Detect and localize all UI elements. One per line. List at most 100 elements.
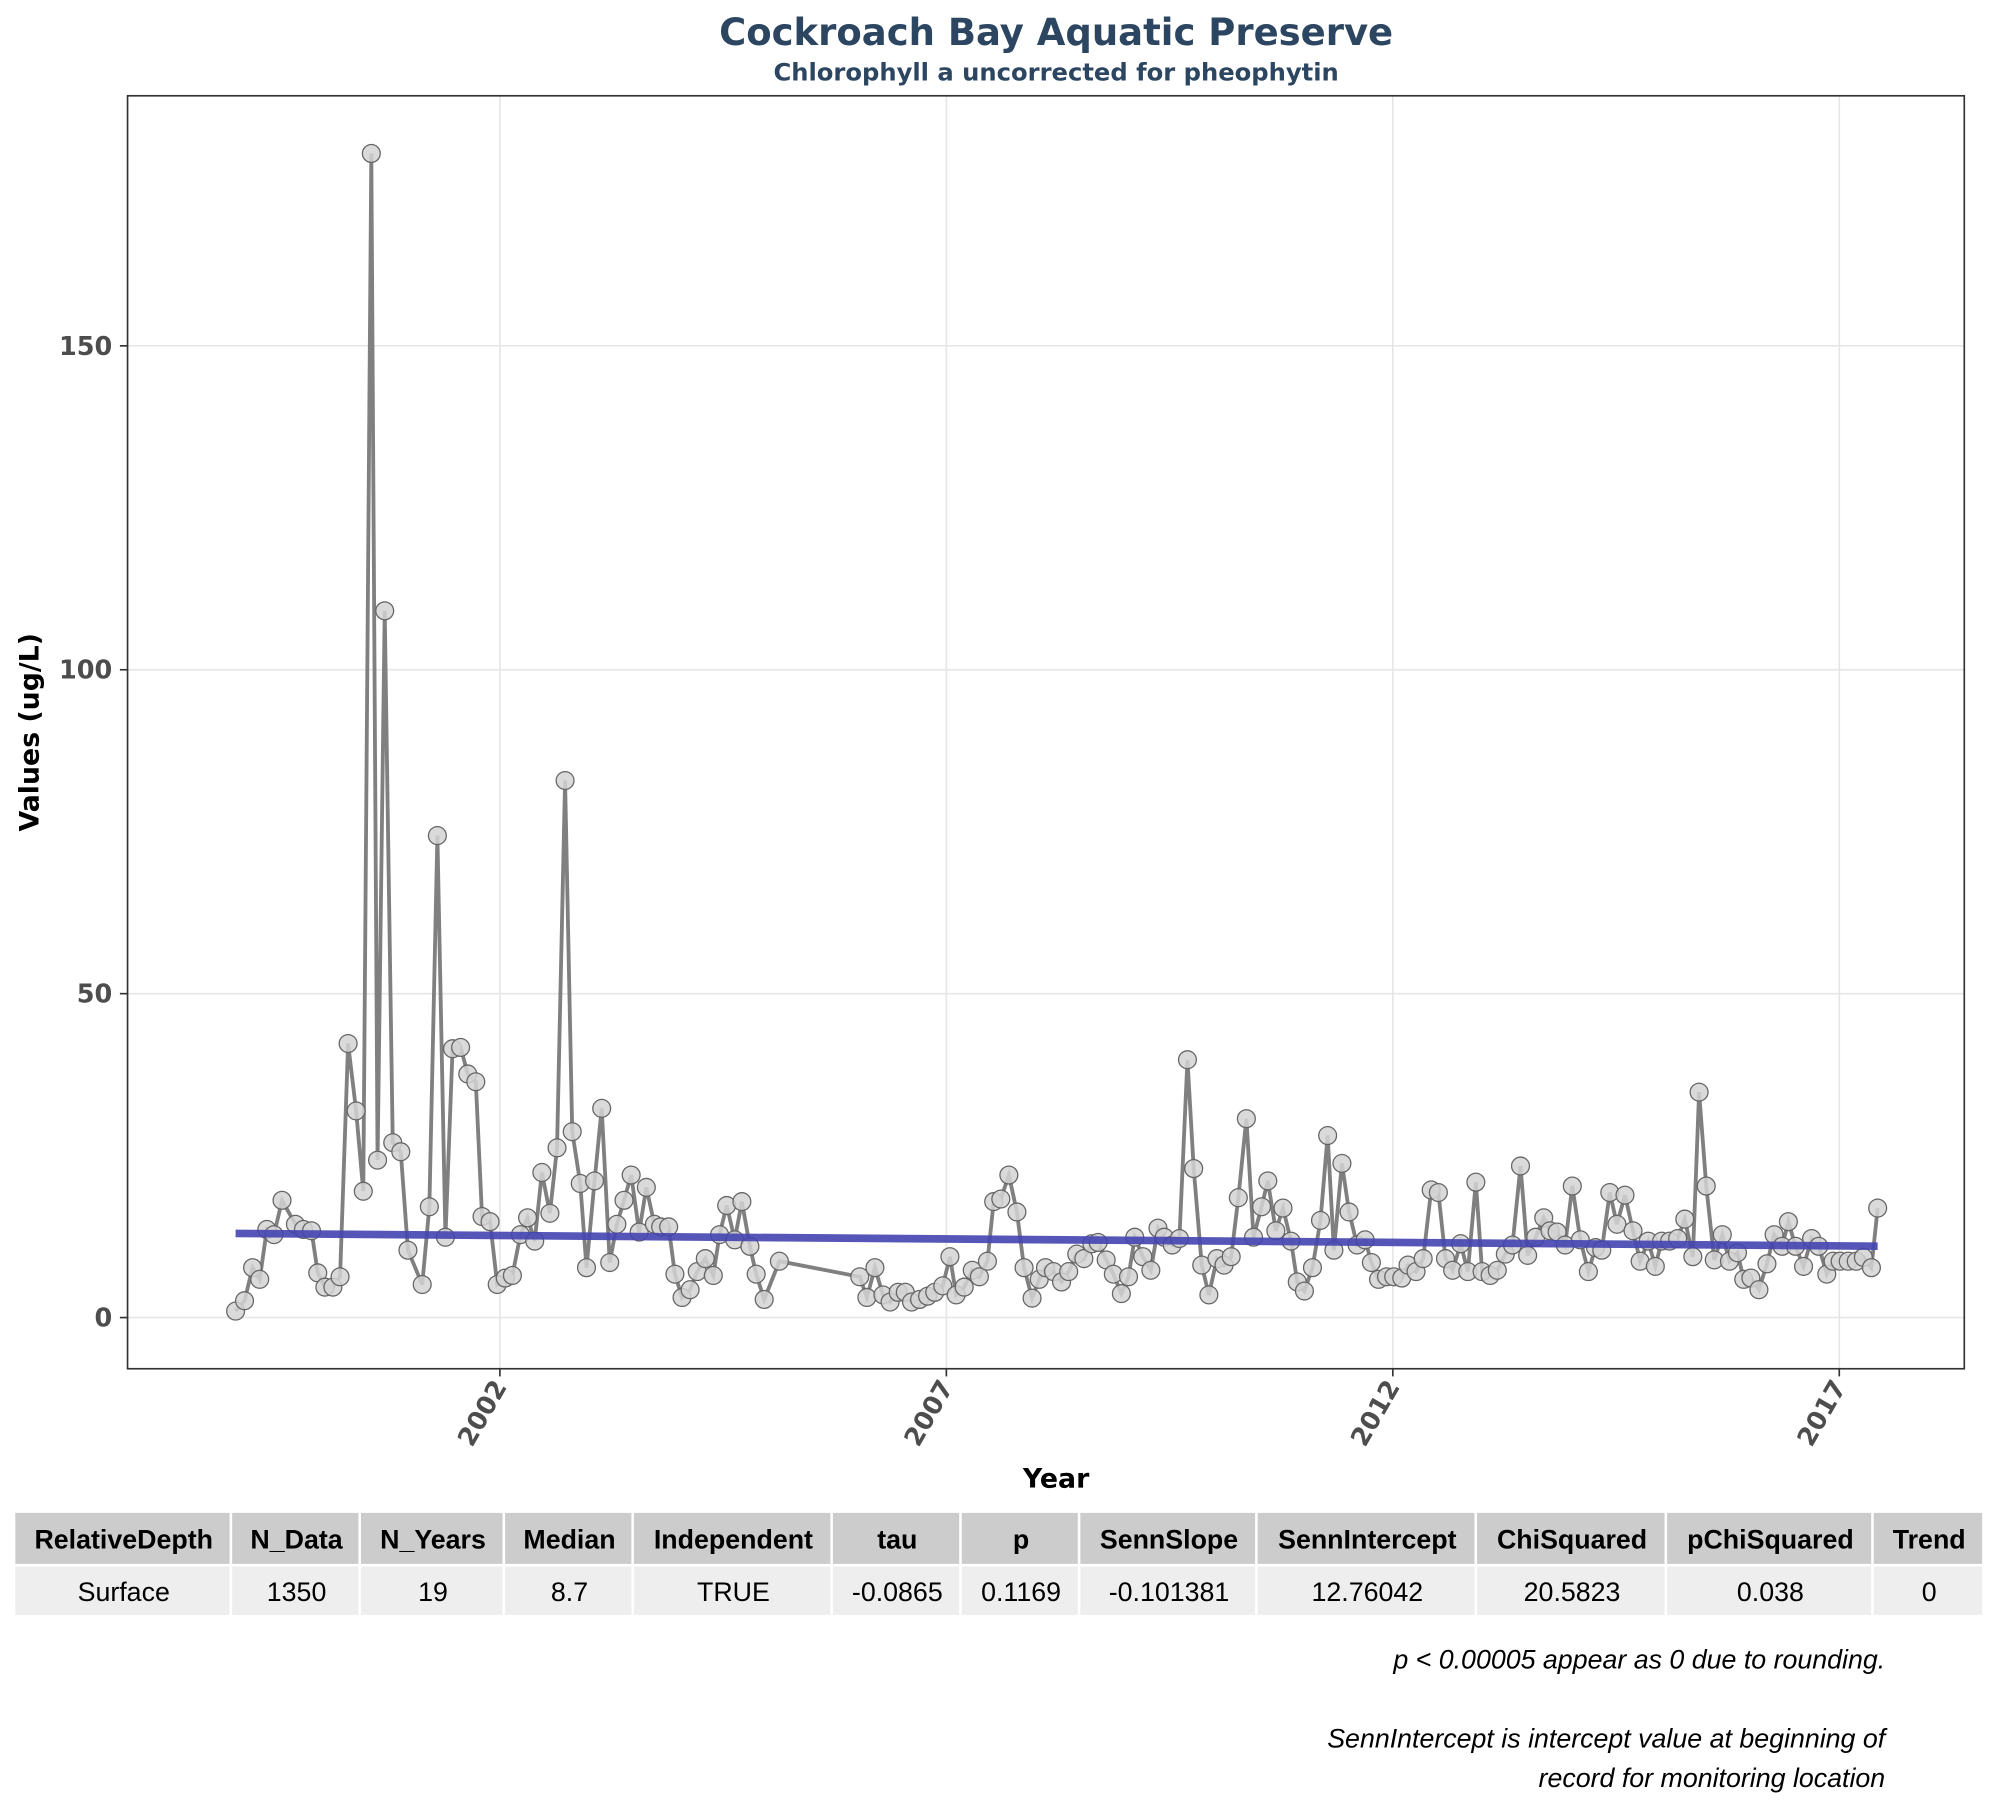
data-point (703, 1265, 723, 1286)
data-point (1332, 1153, 1352, 1173)
header-cell (1080, 1512, 1256, 1564)
table-cell (1080, 1566, 1256, 1615)
data-point (1689, 1082, 1709, 1102)
note: p < 0.00005 appear as 0 due to rounding. (1392, 1644, 1885, 1674)
data-point (1310, 1210, 1331, 1230)
chart-title: Cockroach Bay Aquatic Preserve (719, 11, 1393, 54)
data-point (532, 1162, 552, 1183)
chart-subtitle: Chlorophyll a uncorrected for pheophytin (773, 58, 1338, 86)
data-point (480, 1212, 500, 1232)
data-point (1221, 1247, 1241, 1267)
plot-frame (126, 94, 1966, 1370)
cell-text: 12.76042 (1312, 1577, 1424, 1607)
data-point (1466, 1172, 1486, 1192)
data-point (1236, 1109, 1256, 1129)
data-point (555, 770, 575, 791)
y-axis-label: Values (ug/L) (14, 633, 45, 831)
data-point (330, 1267, 350, 1287)
data-point (562, 1122, 582, 1142)
table-cell (1873, 1566, 1983, 1615)
data-point (1607, 1214, 1627, 1234)
data-point (1177, 1050, 1198, 1070)
plot (226, 143, 1888, 1321)
data-point (969, 1267, 989, 1287)
table-cell (1257, 1566, 1475, 1615)
data-point (361, 143, 381, 164)
data-point (375, 601, 395, 621)
data-point (695, 1249, 715, 1269)
header-text: ChiSquared (1497, 1525, 1647, 1555)
cell-text: 1350 (267, 1577, 327, 1607)
data-point (991, 1189, 1011, 1209)
data-point (540, 1203, 560, 1223)
cell-text: 8.7 (551, 1577, 588, 1607)
cell-text: TRUE (697, 1577, 770, 1607)
data-point (607, 1214, 627, 1234)
cell-text: 0.038 (1737, 1577, 1804, 1607)
data-point (576, 1258, 597, 1278)
data-point (547, 1138, 567, 1158)
data-point (1111, 1284, 1131, 1304)
data-point (977, 1251, 997, 1271)
cell-text: 19 (418, 1577, 448, 1607)
data-point (1118, 1267, 1139, 1287)
data-point (250, 1269, 270, 1289)
data-point (746, 1264, 766, 1284)
data-point (234, 1291, 255, 1311)
data-point (1645, 1256, 1665, 1276)
data-point (1623, 1221, 1643, 1241)
cell-text: 0 (1922, 1577, 1937, 1607)
data-point (1778, 1212, 1798, 1232)
data-point (940, 1247, 960, 1267)
table-cell (633, 1566, 831, 1615)
table-cell (1667, 1566, 1872, 1615)
data-point (1361, 1252, 1381, 1273)
data-point (1428, 1182, 1448, 1203)
data-point (1757, 1254, 1777, 1274)
y-tick-label: 0 (94, 1304, 112, 1334)
trend-line (235, 1229, 1878, 1251)
header-text: Median (523, 1525, 615, 1555)
y-tick-label: 150 (59, 332, 112, 362)
header-cell (1873, 1512, 1983, 1564)
header-text: N_Years (380, 1525, 486, 1555)
data-point (346, 1101, 366, 1121)
header-cell (232, 1512, 359, 1564)
header-text: tau (877, 1525, 917, 1555)
data-point (427, 826, 447, 846)
header-text: SennIntercept (1278, 1525, 1457, 1555)
data-point (1868, 1198, 1888, 1218)
note: record for monitoring location (1539, 1763, 1886, 1793)
data-point (466, 1072, 486, 1092)
data-point (1615, 1185, 1635, 1205)
data-point (954, 1277, 974, 1297)
y-tick-label: 50 (77, 980, 113, 1010)
data-point (1022, 1288, 1042, 1308)
header-text: Trend (1893, 1525, 1966, 1555)
data-point (1007, 1202, 1027, 1222)
data-point (769, 1251, 789, 1271)
data-point (600, 1252, 620, 1273)
data-point (1562, 1176, 1582, 1196)
table-cell (1477, 1566, 1665, 1615)
cell-text: Surface (78, 1577, 170, 1607)
data-point (680, 1280, 700, 1300)
data-point (419, 1197, 439, 1217)
header-cell (1477, 1512, 1665, 1564)
data-point (502, 1265, 522, 1286)
data-point (614, 1190, 634, 1210)
cell-text: 20.5823 (1524, 1577, 1621, 1607)
note: SennIntercept is intercept value at begi… (1327, 1724, 1888, 1754)
data-point (636, 1177, 656, 1197)
data-point (1258, 1171, 1278, 1191)
data-point (1578, 1262, 1598, 1282)
header-text: p (1013, 1525, 1029, 1555)
data-point (754, 1289, 774, 1310)
table-cell (832, 1566, 960, 1615)
header-text: pChiSquared (1687, 1525, 1854, 1555)
data-point (1266, 1221, 1286, 1241)
header-text: RelativeDepth (34, 1525, 213, 1555)
x-axis-label: Year (1022, 1463, 1090, 1494)
data-point (1696, 1176, 1716, 1196)
